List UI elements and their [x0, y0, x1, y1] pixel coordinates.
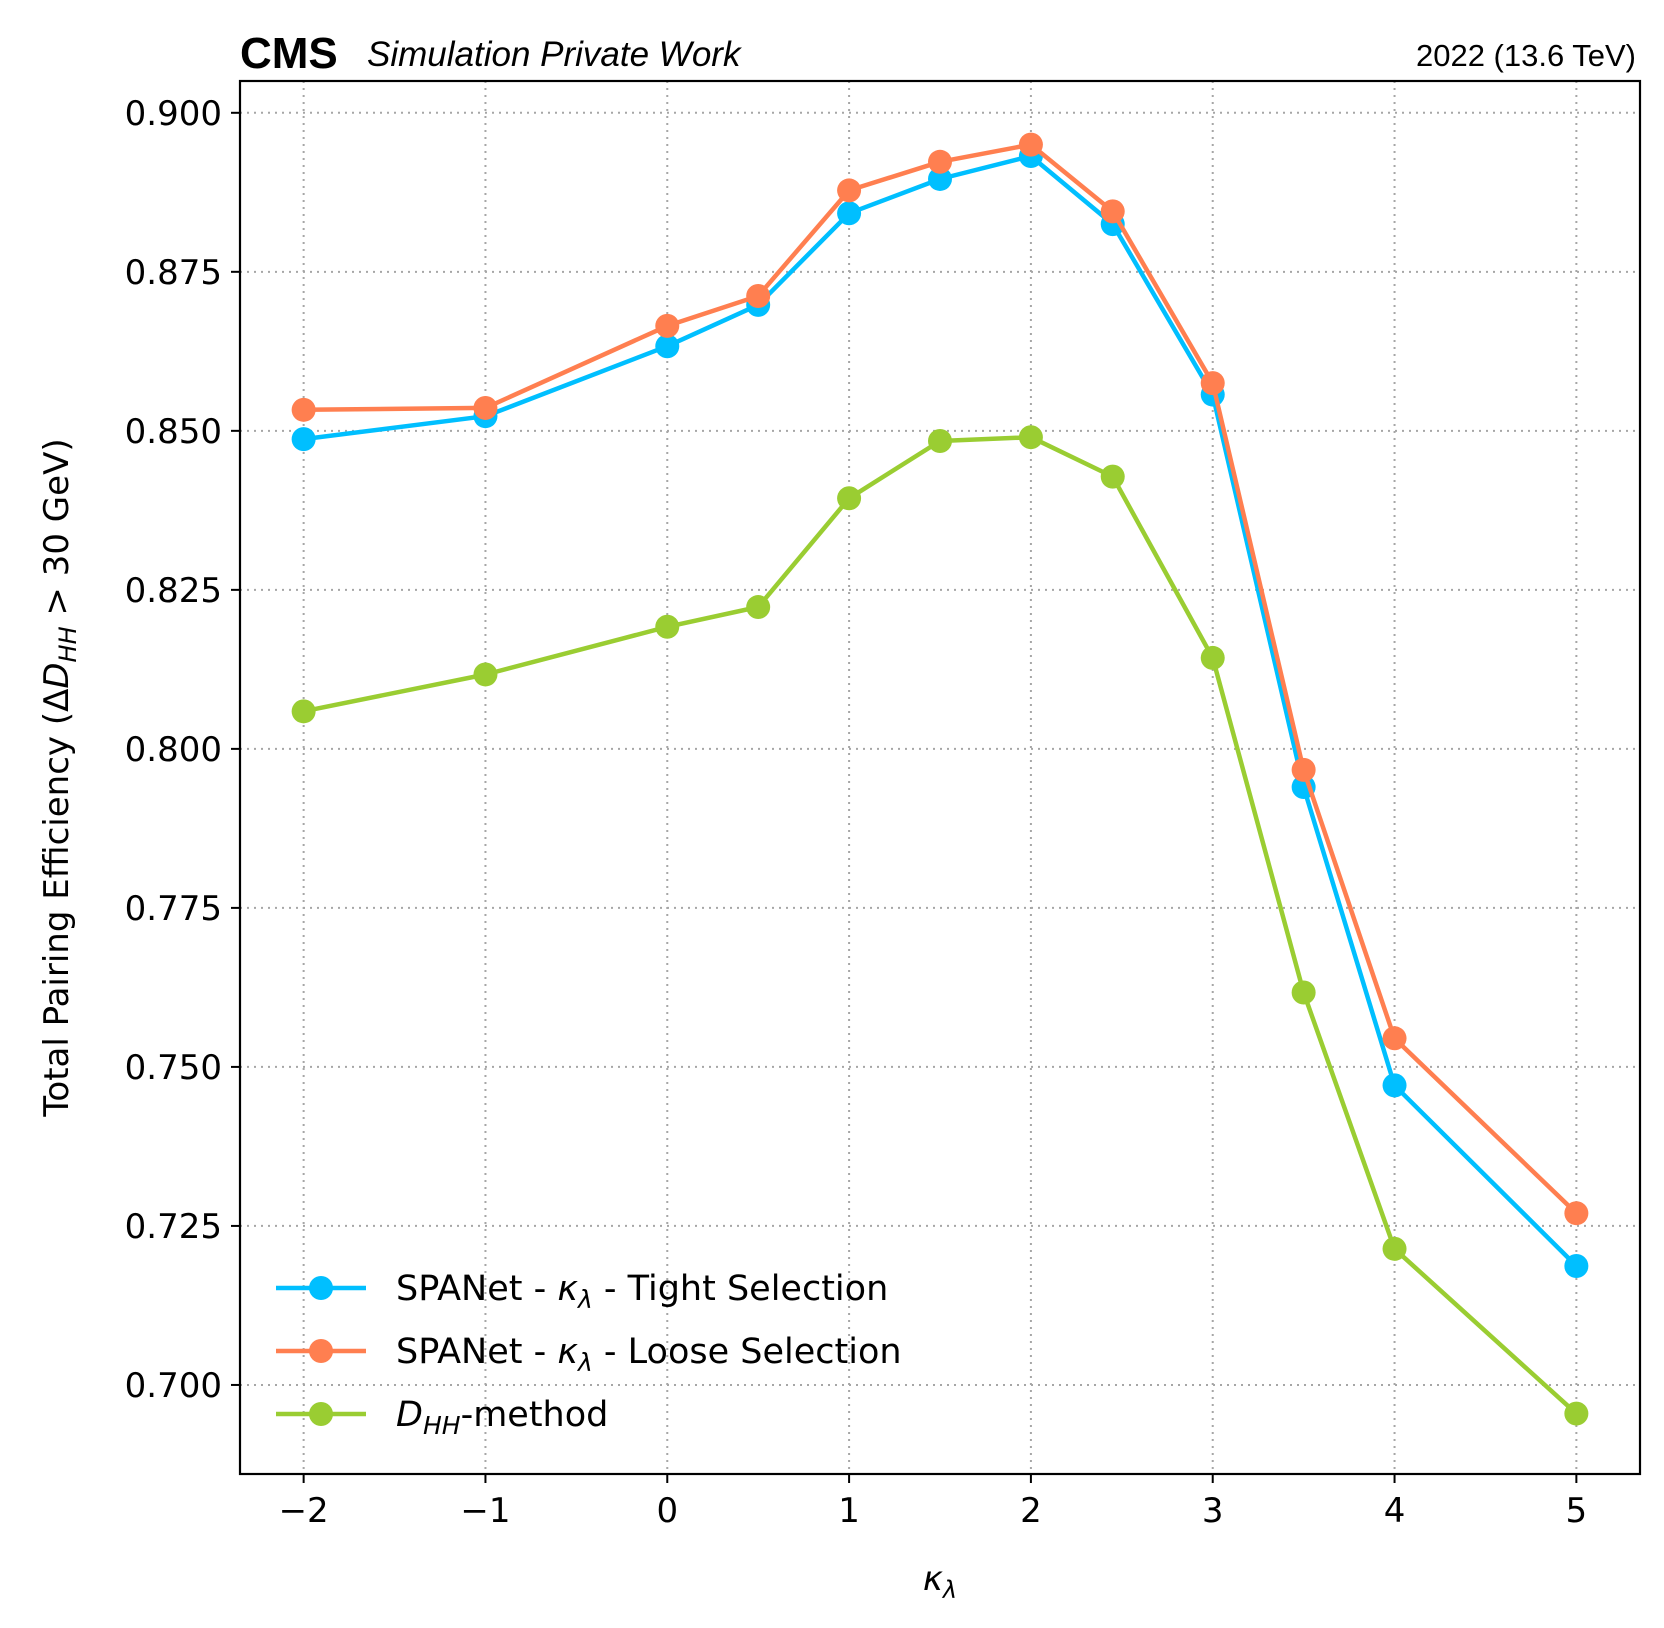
data-point	[1100, 199, 1125, 224]
y-tick-label: 0.725	[125, 1207, 222, 1247]
legend-label-var: D	[396, 1395, 423, 1435]
legend-label-sub: λ	[576, 1285, 593, 1314]
data-point	[928, 429, 952, 454]
data-point	[1100, 464, 1125, 489]
y-tick-label: 0.800	[125, 730, 222, 770]
x-axis-label-sub: λ	[941, 1576, 957, 1604]
x-tick-label: −1	[460, 1491, 510, 1531]
legend-label: DHH-method	[396, 1395, 608, 1440]
data-point	[291, 397, 316, 422]
y-tick-label: 0.700	[125, 1366, 222, 1406]
data-point	[655, 334, 680, 359]
cms-label: CMS	[240, 29, 338, 78]
data-point	[291, 427, 316, 452]
data-point	[928, 149, 952, 174]
y-axis-label-pre: Total Pairing Efficiency (Δ	[37, 689, 77, 1118]
data-point	[655, 313, 680, 338]
data-point	[1564, 1201, 1589, 1226]
x-tick-label: −2	[279, 1491, 329, 1531]
legend-label-pre: SPANet -	[396, 1269, 557, 1309]
legend-label-post: -method	[461, 1395, 609, 1435]
data-point	[1018, 425, 1043, 450]
data-point	[291, 699, 316, 724]
series-line	[303, 142, 1578, 1215]
plot-frame	[238, 79, 1642, 1476]
data-point	[837, 486, 862, 511]
data-point	[473, 395, 498, 420]
data-point	[473, 662, 498, 687]
energy-label: 2022 (13.6 TeV)	[1416, 38, 1636, 73]
series-line	[303, 153, 1578, 1268]
series-line	[303, 434, 1578, 1416]
data-point	[1382, 1026, 1407, 1051]
data-point	[1291, 980, 1316, 1005]
x-tick-label: 3	[1202, 1491, 1224, 1531]
y-axis-label-var: D	[37, 662, 77, 688]
legend-label-post: - Tight Selection	[593, 1269, 888, 1309]
y-tick-label: 0.900	[125, 94, 222, 134]
data-point	[1200, 645, 1225, 670]
legend-label: SPANet - κλ - Tight Selection	[396, 1269, 888, 1314]
data-point	[837, 178, 862, 203]
series-layer	[291, 132, 1589, 1426]
data-point	[746, 283, 771, 308]
data-point	[1564, 1401, 1589, 1426]
legend-marker	[309, 1276, 333, 1300]
x-tick-label: 0	[656, 1491, 678, 1531]
data-point	[1564, 1254, 1589, 1279]
legend-label-sub: λ	[576, 1348, 593, 1377]
data-point	[746, 595, 771, 620]
status-label: Simulation Private Work	[367, 35, 742, 74]
data-point	[655, 614, 680, 639]
legend-marker	[309, 1402, 333, 1426]
grid	[240, 81, 1640, 1474]
legend-label-post: - Loose Selection	[593, 1332, 902, 1372]
legend-item: SPANet - κλ - Tight Selection	[276, 1269, 888, 1314]
legend-item: SPANet - κλ - Loose Selection	[276, 1332, 902, 1377]
y-axis-label: Total Pairing Efficiency (ΔDHH > 30 GeV)	[37, 438, 82, 1117]
series-2	[291, 132, 1589, 1226]
data-point	[1382, 1236, 1407, 1261]
y-axis-label-post: > 30 GeV)	[37, 438, 77, 626]
data-point	[837, 201, 862, 226]
legend-label-var: κ	[557, 1332, 578, 1372]
y-tick-label: 0.775	[125, 889, 222, 929]
y-tick-label: 0.750	[125, 1048, 222, 1088]
legend-label-sub: HH	[423, 1411, 461, 1440]
legend-label: SPANet - κλ - Loose Selection	[396, 1332, 902, 1377]
legend-item: DHH-method	[276, 1395, 608, 1440]
y-tick-label: 0.875	[125, 253, 222, 293]
series-3	[291, 425, 1589, 1426]
data-point	[928, 166, 952, 191]
x-tick-label: 2	[1020, 1491, 1042, 1531]
legend-marker	[309, 1339, 333, 1363]
data-point	[1200, 371, 1225, 396]
data-point	[1018, 132, 1043, 157]
ticks: −2 −1 0 1 2 3 4 5 0.700 0.725 0.750 0.775 0.800 0.825…	[125, 94, 1588, 1531]
x-tick-label: 1	[838, 1491, 860, 1531]
x-tick-label: 4	[1384, 1491, 1406, 1531]
data-point	[1291, 757, 1316, 782]
y-tick-label: 0.825	[125, 571, 222, 611]
legend-label-var: κ	[557, 1269, 578, 1309]
y-axis-label-sub: HH	[54, 626, 82, 662]
x-axis-label-var: κ	[923, 1559, 943, 1599]
data-point	[1382, 1073, 1407, 1098]
x-tick-label: 5	[1566, 1491, 1588, 1531]
x-axis-label: κλ	[923, 1559, 957, 1604]
legend-label-pre: SPANet -	[396, 1332, 557, 1372]
y-tick-label: 0.850	[125, 412, 222, 452]
